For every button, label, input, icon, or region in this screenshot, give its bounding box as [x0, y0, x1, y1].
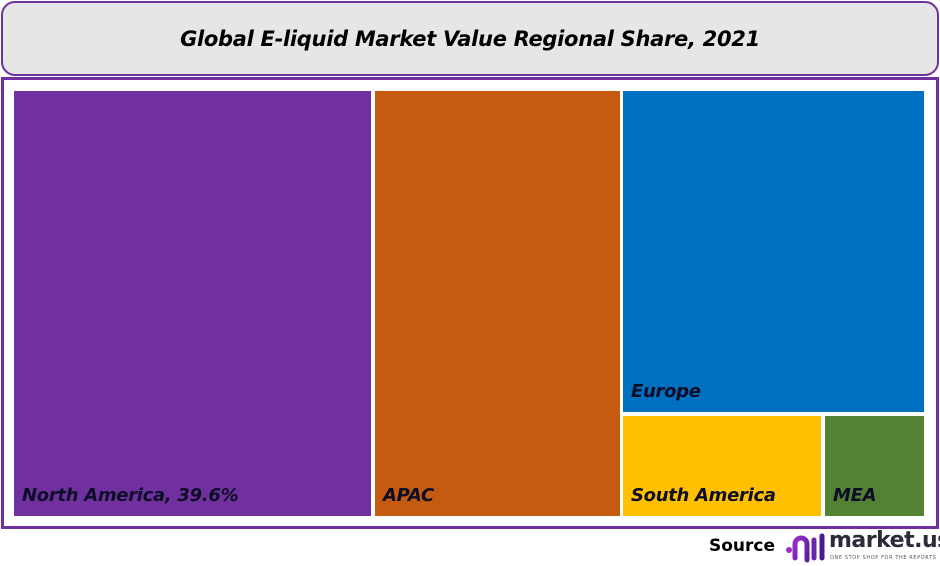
- market-us-logo-icon: [786, 533, 825, 563]
- tile-label-mea: MEA: [833, 485, 877, 506]
- treemap-frame: North America, 39.6% APAC Europe South A…: [1, 77, 939, 529]
- chart-title-box: Global E-liquid Market Value Regional Sh…: [1, 1, 939, 76]
- tile-label-north-america: North America, 39.6%: [22, 485, 239, 506]
- chart-title: Global E-liquid Market Value Regional Sh…: [180, 26, 760, 51]
- tile-south-america: South America: [623, 416, 821, 516]
- tile-apac: APAC: [375, 91, 620, 516]
- tile-europe: Europe: [623, 91, 924, 412]
- tile-mea: MEA: [825, 416, 924, 516]
- tile-label-europe: Europe: [631, 381, 701, 402]
- tile-label-apac: APAC: [383, 485, 434, 506]
- tile-north-america: North America, 39.6%: [14, 91, 371, 516]
- source-label: Source: [709, 536, 776, 556]
- tile-label-south-america: South America: [631, 485, 776, 506]
- logo-text: market.us: [829, 528, 940, 553]
- market-us-logo: market.us ONE STOP SHOP FOR THE REPORTS: [785, 528, 940, 564]
- logo-tagline: ONE STOP SHOP FOR THE REPORTS: [830, 555, 937, 561]
